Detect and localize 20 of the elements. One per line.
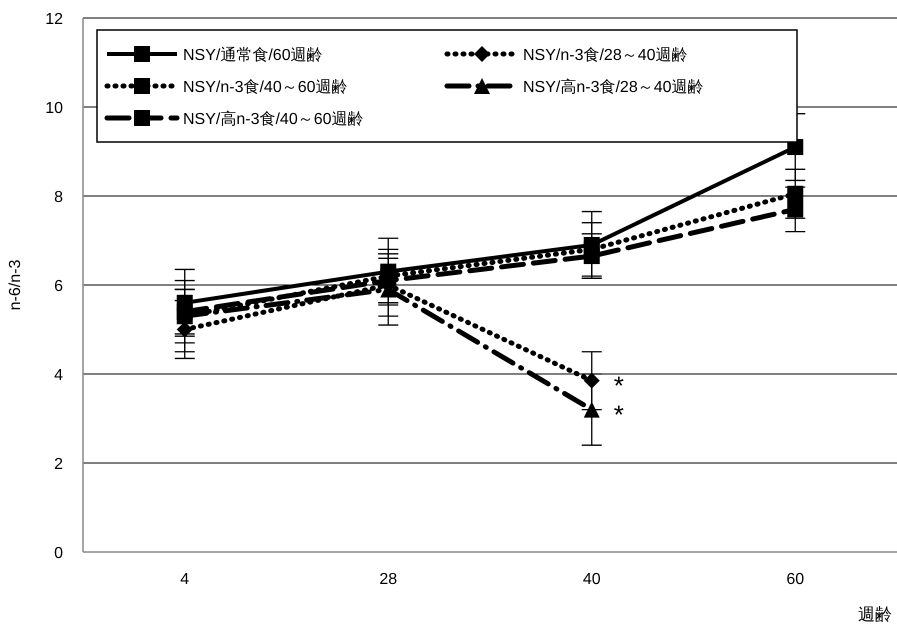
x-tick-label: 28: [379, 571, 398, 588]
legend-label: NSY/n-3食/28～40週齢: [523, 46, 688, 64]
y-tick-label: 10: [45, 100, 64, 117]
legend-label: NSY/n-3食/40～60週齢: [183, 78, 348, 96]
annotation: *: [614, 400, 624, 430]
y-axis-title: n-6/n-3: [7, 260, 24, 310]
y-tick-label: 8: [54, 189, 64, 206]
y-tick-label: 6: [54, 278, 64, 295]
x-tick-label: 4: [180, 571, 190, 588]
y-tick-label: 0: [54, 545, 64, 562]
legend-label: NSY/通常食/60週齢: [183, 46, 323, 64]
x-tick-label: 60: [786, 571, 804, 588]
legend-label: NSY/高n-3食/28～40週齢: [523, 78, 704, 96]
annotation: *: [614, 370, 624, 401]
y-tick-label: 2: [54, 456, 64, 473]
legend-label: NSY/高n-3食/40～60週齢: [183, 110, 364, 128]
y-tick-label: 12: [45, 11, 64, 28]
y-tick-label: 4: [54, 367, 64, 384]
x-tick-label: 40: [582, 571, 601, 588]
x-axis-title: 週齢: [858, 605, 892, 624]
